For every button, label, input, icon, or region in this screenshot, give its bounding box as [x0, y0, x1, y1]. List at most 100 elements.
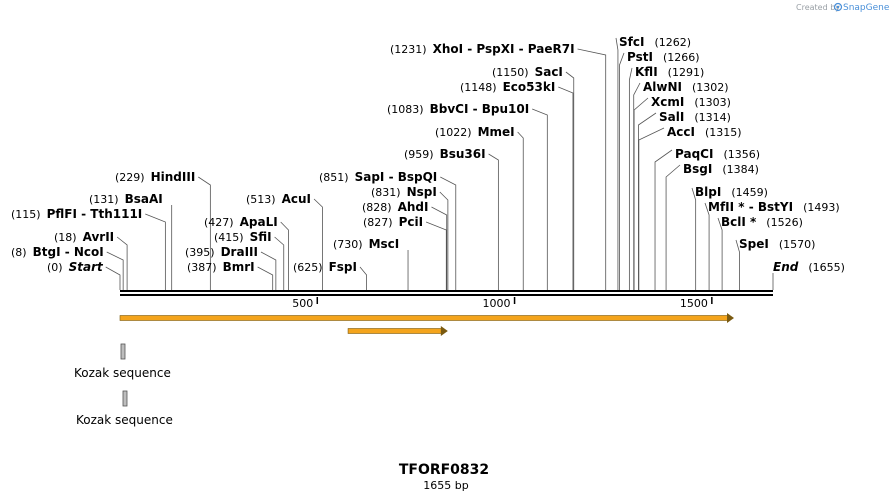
tick-label-2: 1500: [680, 297, 708, 310]
site-name: BlpI: [695, 185, 721, 199]
site-label-14: (828) AhdI: [362, 200, 428, 214]
kozak-feature-1: Kozak sequence: [76, 390, 173, 427]
site-name: SacI: [535, 65, 563, 79]
site-label-7: (395) DraIII: [185, 245, 258, 259]
site-pos: (831): [371, 186, 401, 199]
site-name: AcuI: [282, 192, 311, 206]
site-name: Start: [69, 260, 104, 274]
site-label-11: (625) FspI: [293, 260, 357, 274]
site-name: BbvCI - Bpu10I: [430, 102, 530, 116]
site-label-10: (513) AcuI: [246, 192, 311, 206]
site-label-4: (131) BsaAI: [89, 192, 163, 206]
site-leaders: [105, 37, 774, 290]
site-pos: (1231): [390, 43, 427, 56]
site-pos: (1291): [668, 66, 705, 79]
site-pos: (1302): [692, 81, 729, 94]
map-length: 1655 bp: [423, 479, 468, 492]
site-name: MmeI: [478, 125, 515, 139]
ruler-ticks: 500 1000 1500: [292, 297, 713, 310]
site-pos: (18): [54, 231, 77, 244]
site-name: HindIII: [151, 170, 196, 184]
site-label-31: BsgI (1384): [683, 162, 759, 176]
snapgene-brand: SnapGene: [843, 3, 890, 13]
site-leader-34: [717, 217, 723, 290]
site-pos: (1314): [694, 111, 731, 124]
kozak-feature-0: Kozak sequence: [74, 343, 171, 380]
site-leader-31: [665, 164, 681, 290]
site-label-0: (0) Start: [47, 260, 104, 274]
site-pos: (1303): [694, 96, 731, 109]
site-name: XcmI: [651, 95, 684, 109]
site-label-3: (115) PflFI - Tth111I: [11, 207, 142, 221]
site-pos: (427): [204, 216, 234, 229]
site-pos: (827): [363, 216, 393, 229]
site-name: AhdI: [398, 200, 429, 214]
site-leader-32: [691, 187, 697, 290]
site-label-34: BclI * (1526): [721, 215, 803, 229]
site-leader-22: [577, 48, 607, 290]
site-leader-30: [654, 149, 673, 290]
site-leader-19: [532, 108, 548, 290]
site-name: BtgI - NcoI: [33, 245, 104, 259]
site-pos: (1459): [731, 186, 768, 199]
snapgene-logo: SnapGene: [833, 2, 890, 13]
site-leader-18: [517, 131, 524, 290]
site-label-12: (730) MscI: [333, 237, 399, 251]
site-pos: (1148): [460, 81, 497, 94]
site-label-35: SpeI (1570): [739, 237, 815, 251]
site-name: SfiI: [250, 230, 272, 244]
site-leader-5: [198, 176, 211, 290]
site-pos: (1083): [387, 103, 424, 116]
site-label-29: AccI (1315): [667, 125, 742, 139]
site-label-18: (1022) MmeI: [435, 125, 515, 139]
site-labels: (0) Start (8) BtgI - NcoI(18) AvrII (115) PflF…: [11, 35, 845, 274]
site-leader-16: [440, 176, 457, 290]
site-leader-1: [106, 251, 124, 290]
site-pos: (1356): [723, 148, 760, 161]
site-label-2: (18) AvrII: [54, 230, 114, 244]
site-pos: (8): [11, 246, 27, 259]
kozak-label: Kozak sequence: [76, 413, 173, 427]
site-leader-21: [565, 71, 575, 290]
site-label-15: (831) NspI: [371, 185, 437, 199]
tick-label-1: 1000: [483, 297, 511, 310]
site-name: NspI: [407, 185, 437, 199]
site-name: Eco53kI: [503, 80, 556, 94]
site-name: Bsu36I: [440, 147, 486, 161]
site-label-6: (387) BmrI: [187, 260, 255, 274]
site-leader-28: [638, 112, 657, 290]
feature-arrow-1: [347, 326, 448, 336]
site-pos: (387): [187, 261, 217, 274]
site-pos: (131): [89, 193, 119, 206]
site-pos: (1384): [722, 163, 759, 176]
site-label-17: (959) Bsu36I: [404, 147, 486, 161]
snapgene-icon: [833, 2, 843, 12]
site-name: MfII * - BstYI: [708, 200, 793, 214]
site-leader-24: [619, 52, 625, 290]
site-label-24: PstI (1266): [627, 50, 700, 64]
site-name: KflI: [635, 65, 658, 79]
site-name: SfcI: [619, 35, 644, 49]
kozak-label: Kozak sequence: [74, 366, 171, 380]
feature-arrows: [119, 313, 734, 336]
site-label-20: (1148) Eco53kI: [460, 80, 555, 94]
site-label-19: (1083) BbvCI - Bpu10I: [387, 102, 529, 116]
site-leader-11: [359, 266, 368, 290]
site-name: AccI: [667, 125, 695, 139]
site-leader-3: [145, 213, 166, 290]
site-name: BsgI: [683, 162, 712, 176]
site-leader-33: [704, 202, 710, 290]
site-name: PstI: [627, 50, 653, 64]
site-leader-29: [638, 127, 665, 290]
site-name: BsaAI: [125, 192, 163, 206]
site-pos: (1526): [766, 216, 803, 229]
site-leader-15: [439, 191, 449, 290]
site-pos: (415): [214, 231, 244, 244]
site-leader-25: [628, 67, 633, 290]
site-pos: (730): [333, 238, 363, 251]
site-label-28: SalI (1314): [659, 110, 731, 124]
site-name: PflFI - Tth111I: [47, 207, 143, 221]
site-leader-8: [274, 236, 285, 290]
site-label-13: (827) PciI: [363, 215, 423, 229]
